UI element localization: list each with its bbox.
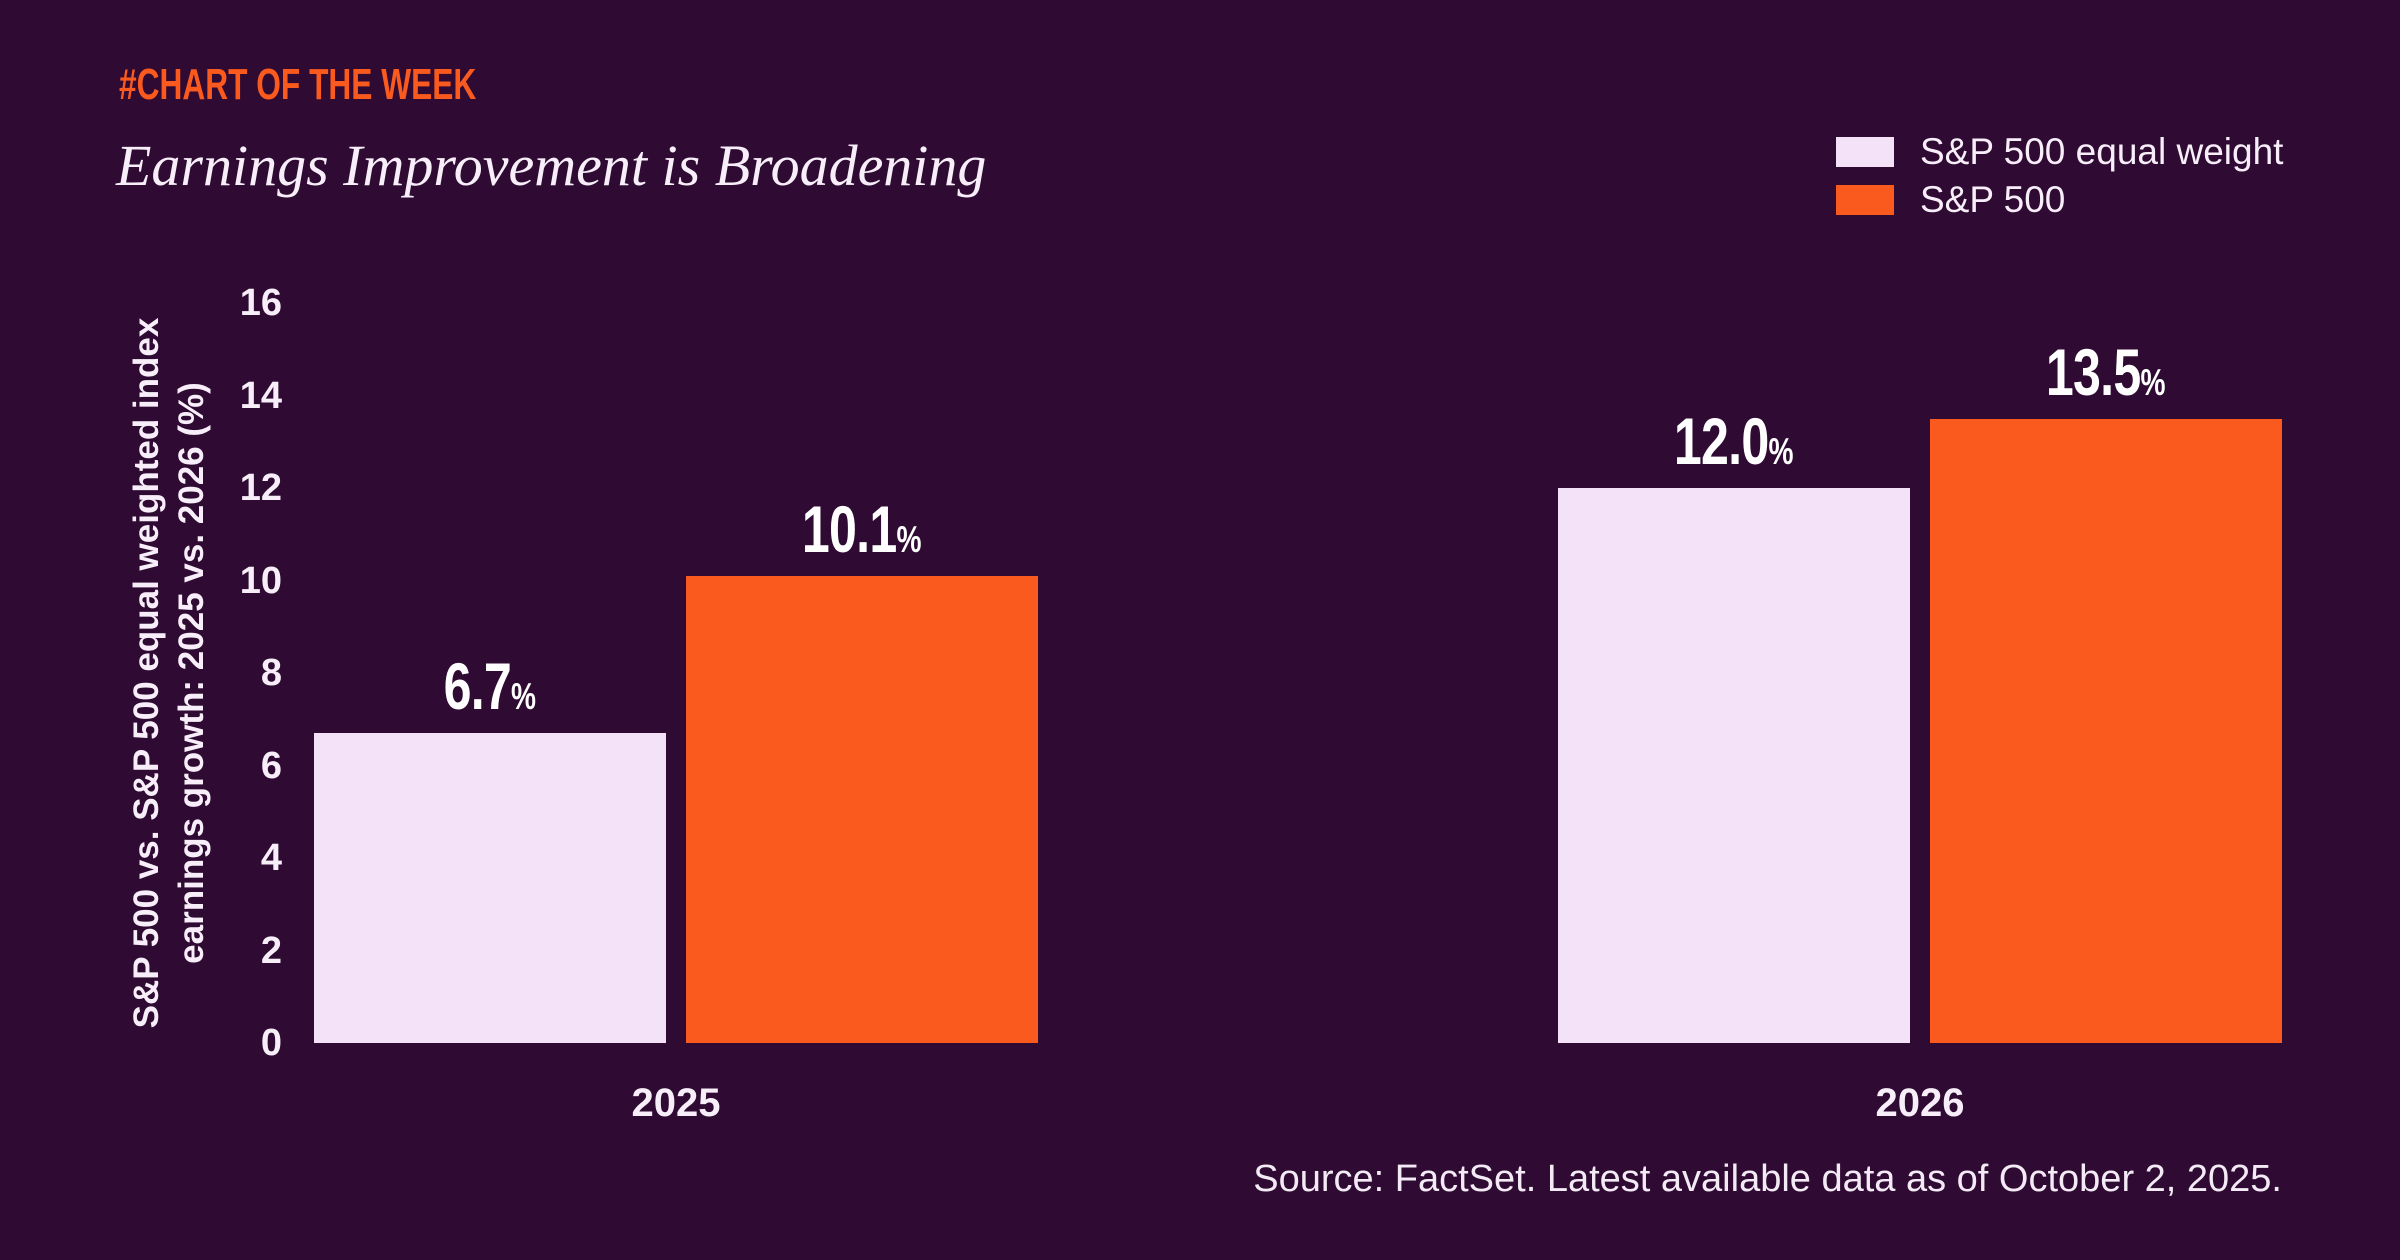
y-axis-tick-label: 8 [260,652,282,694]
bar-2026-equal-weight [1558,488,1910,1043]
legend-swatch-sp500 [1836,185,1894,215]
value-label-2026-sp500: 13.5% [1930,337,2282,426]
y-axis-tick-label: 2 [260,929,282,972]
legend-label-sp500: S&P 500 [1920,179,2066,220]
chart-title: Earnings Improvement is Broadening [116,133,987,198]
x-axis-category-2025: 2025 [631,1081,721,1125]
kicker-label: #CHART OF THE WEEK [119,60,477,109]
value-label-2025-sp500: 10.1% [686,494,1038,583]
y-axis-tick-label: 6 [260,744,282,787]
value-label-2025-equal-weight: 6.7% [314,651,666,740]
bar-2026-sp500 [1930,419,2282,1043]
y-axis-tick-label: 12 [239,467,282,509]
value-label-2026-equal-weight: 12.0% [1558,406,1910,495]
legend-swatch-equal-weight [1836,137,1894,167]
bar-2025-sp500 [686,576,1038,1043]
value-label-text: 12.0% [1674,404,1794,478]
value-label-text: 10.1% [802,492,922,566]
legend-label-equal-weight: S&P 500 equal weight [1920,131,2284,172]
legend: S&P 500 equal weight S&P 500 [1836,131,2283,232]
y-axis-tick-label: 14 [239,374,282,417]
value-label-text: 13.5% [2046,335,2166,409]
legend-item-sp500: S&P 500 [1836,179,2283,220]
value-label-text: 6.7% [443,649,537,723]
y-axis-tick-label: 0 [260,1022,282,1064]
bar-2025-equal-weight [314,733,666,1043]
source-note: Source: FactSet. Latest available data a… [1253,1158,2282,1200]
y-axis-tick-label: 16 [239,282,282,324]
y-axis-tick-label: 10 [239,559,282,602]
y-axis-tick-label: 4 [260,837,282,879]
x-axis-category-2026: 2026 [1875,1081,1965,1125]
legend-item-equal-weight: S&P 500 equal weight [1836,131,2283,172]
